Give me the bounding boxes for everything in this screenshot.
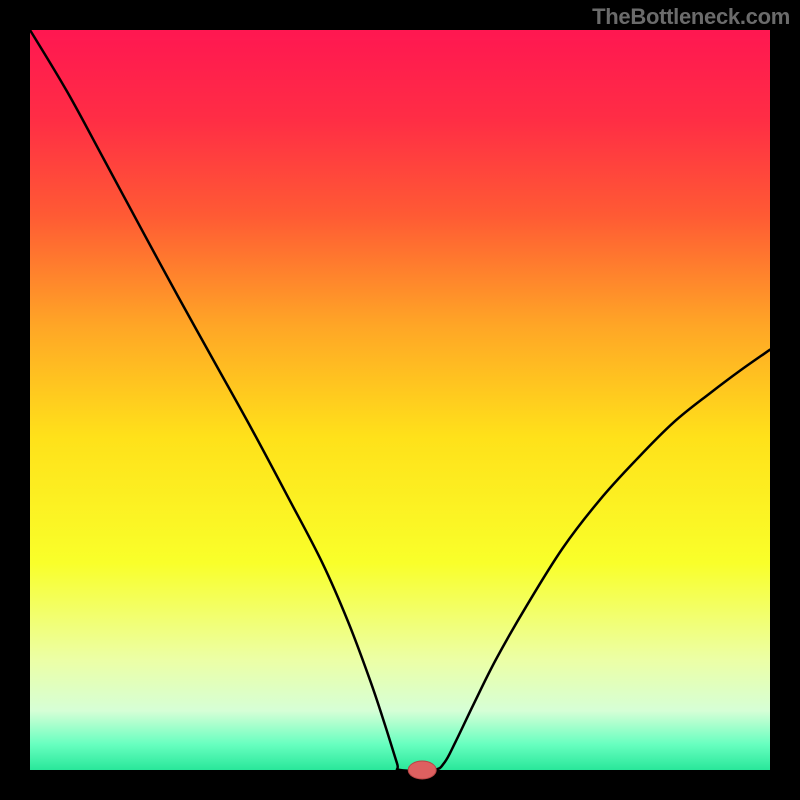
minimum-marker [408, 761, 436, 779]
chart-container: TheBottleneck.com [0, 0, 800, 800]
plot-background [30, 30, 770, 770]
bottleneck-chart [0, 0, 800, 800]
attribution-label: TheBottleneck.com [592, 4, 790, 30]
